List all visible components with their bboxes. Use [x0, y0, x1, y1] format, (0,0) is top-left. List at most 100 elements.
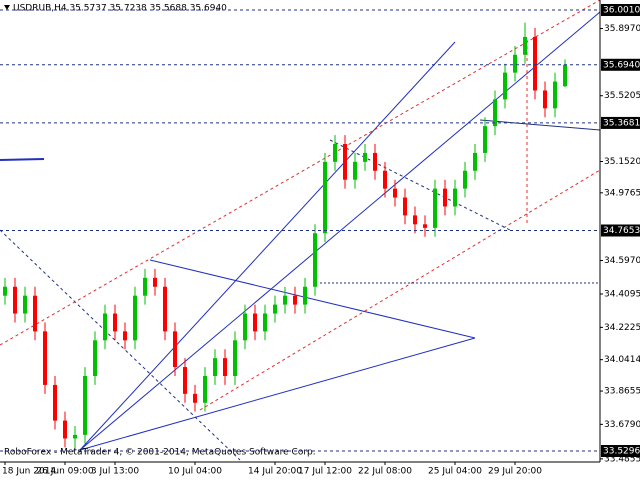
candle-body — [503, 72, 507, 100]
candle-body — [313, 233, 317, 287]
candle-body — [283, 295, 287, 305]
candle-body — [153, 277, 157, 287]
candle-body — [383, 170, 387, 189]
candle-body — [373, 152, 377, 171]
level-box — [601, 445, 640, 458]
candle-body — [293, 295, 297, 305]
y-tick-label: 34.2225 — [604, 323, 640, 333]
marker-line — [0, 158, 45, 161]
trend-line — [79, 41, 456, 451]
candle-body — [563, 64, 567, 87]
wave-line — [0, 229, 241, 461]
x-tick-label: 29 Jul 20:00 — [488, 467, 542, 477]
candle-body — [433, 188, 437, 228]
level-label: 35.6940 — [603, 60, 640, 70]
candle-body — [143, 277, 147, 296]
x-tick-label: 22 Jul 08:00 — [358, 467, 412, 477]
candle-body — [243, 313, 247, 341]
y-tick-label: 35.1520 — [604, 157, 640, 167]
candle-body — [73, 434, 77, 439]
level-box — [601, 58, 640, 71]
candle-body — [213, 358, 217, 376]
candle-body — [323, 161, 327, 234]
symbol-icon — [4, 5, 10, 10]
candle-body — [333, 144, 337, 162]
candle-body — [53, 384, 57, 421]
candle-body — [183, 367, 187, 394]
x-tick-label: 10 Jul 04:00 — [168, 467, 222, 477]
candle-body — [533, 36, 537, 91]
level-label: 34.7653 — [603, 226, 640, 236]
y-tick-label: 34.4095 — [604, 289, 640, 299]
trend-line — [149, 259, 476, 339]
candle-body — [43, 331, 47, 385]
level-label: 35.3681 — [603, 118, 640, 128]
candle-body — [173, 331, 177, 368]
y-tick-label: 34.9765 — [604, 188, 640, 198]
candle-body — [273, 304, 277, 314]
candle-body — [473, 152, 477, 171]
analysis-lines — [0, 0, 601, 461]
x-tick-label: 25 Jul 04:00 — [428, 467, 482, 477]
level-box — [601, 224, 640, 237]
candle-body — [423, 224, 427, 228]
level-label: 36.0010 — [603, 5, 640, 15]
candle-body — [13, 286, 17, 314]
x-tick-label: 18 Jun 2014 — [2, 467, 56, 477]
candle-body — [83, 375, 87, 435]
candle-body — [393, 188, 397, 198]
y-tick-label: 34.0414 — [604, 355, 640, 365]
level-box — [601, 3, 640, 16]
x-tick-label: 14 Jul 20:00 — [248, 467, 302, 477]
candle-body — [463, 170, 467, 189]
candle-body — [33, 295, 37, 332]
candle-body — [3, 286, 7, 296]
candle-body — [233, 340, 237, 376]
x-tick-label: 26 Jun 09:00 — [36, 467, 93, 477]
candle-body — [63, 420, 67, 439]
x-tick-label: 17 Jul 12:00 — [298, 467, 352, 477]
y-tick-label: 34.5970 — [604, 256, 640, 266]
candle-body — [443, 188, 447, 207]
candle-body — [343, 144, 347, 180]
candle-body — [23, 295, 27, 314]
y-tick-label: 33.6790 — [604, 420, 640, 430]
candle-body — [453, 188, 457, 207]
x-tick-label: 3 Jul 13:00 — [91, 467, 140, 477]
copyright: RoboForex - MetaTrader 4, © 2001-2014, M… — [4, 448, 316, 458]
candle-body — [263, 313, 267, 332]
candle-body — [403, 197, 407, 216]
candle-body — [223, 358, 227, 376]
candle-body — [103, 313, 107, 341]
candle-body — [253, 313, 257, 332]
wave-line — [479, 119, 601, 131]
candle-body — [303, 286, 307, 305]
level-label: 33.5296 — [603, 447, 640, 457]
candle-body — [413, 215, 417, 225]
candle-body — [363, 152, 367, 162]
candle-body — [353, 161, 357, 180]
y-tick-label: 33.8655 — [604, 387, 640, 397]
candle-body — [513, 54, 517, 73]
candle-body — [123, 331, 127, 341]
candle-body — [553, 81, 557, 109]
candle-body — [203, 375, 207, 403]
y-tick-label: 35.5205 — [604, 91, 640, 101]
trend-line — [79, 337, 476, 451]
level-box — [601, 116, 640, 129]
candle-body — [113, 313, 117, 332]
channel-line — [0, 0, 601, 346]
candle-body — [133, 295, 137, 341]
candle-body — [523, 36, 527, 55]
y-tick-label: 33.4855 — [604, 454, 640, 464]
candle-body — [93, 340, 97, 376]
candle-body — [483, 126, 487, 153]
candle-body — [493, 99, 497, 127]
y-tick-label: 35.8970 — [604, 24, 640, 34]
trend-line — [79, 11, 601, 451]
candle-body — [193, 393, 197, 403]
chart-title: USDRUB,H4 35.5737 35.7238 35.5688 35.694… — [13, 4, 227, 14]
candle-body — [543, 90, 547, 109]
